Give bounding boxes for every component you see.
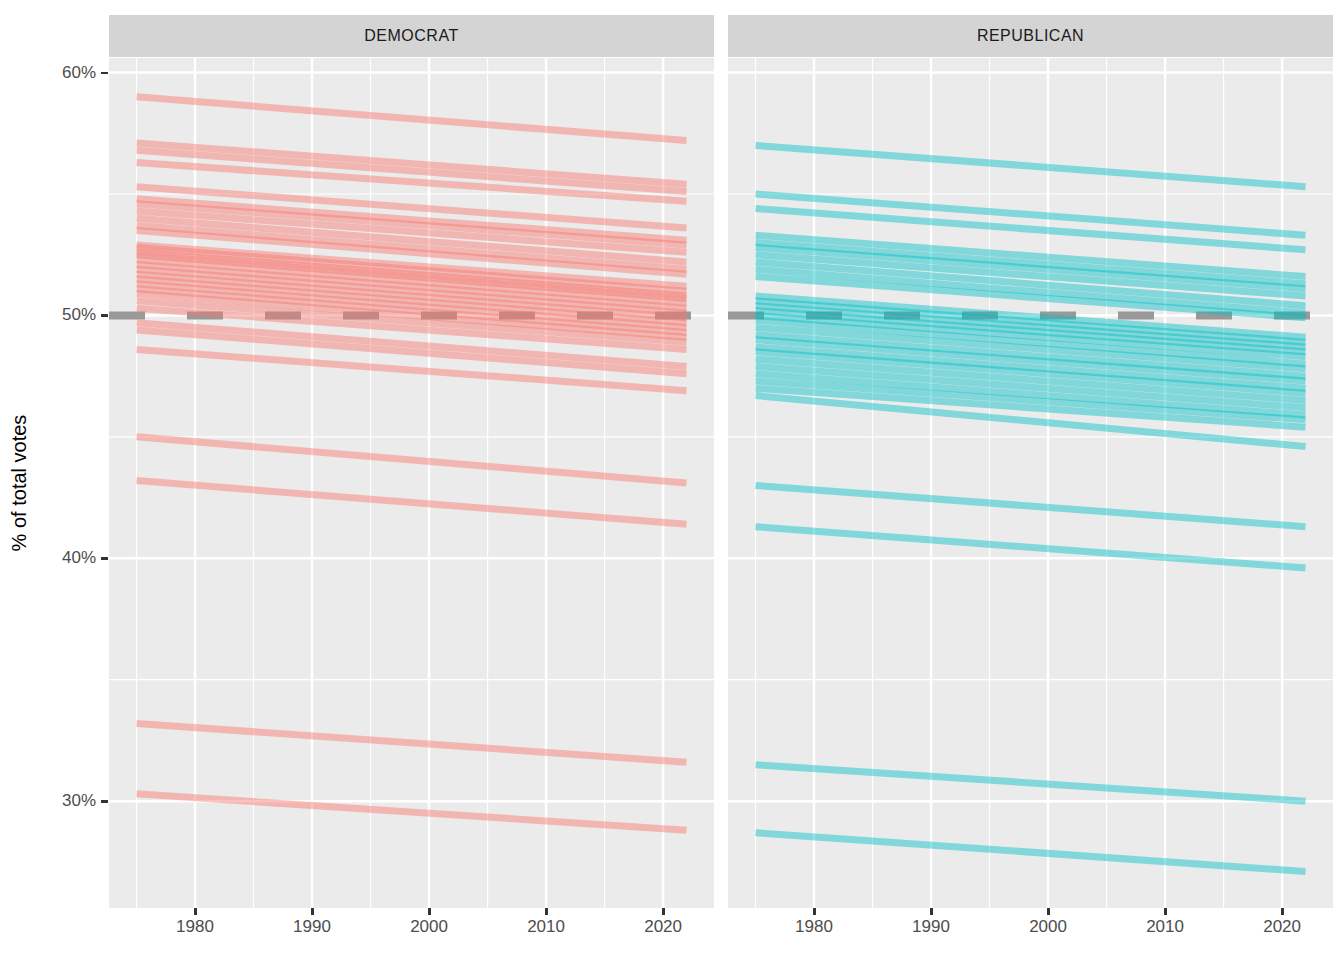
y-axis-tick [101, 314, 108, 317]
facet-strip-republican-label: REPUBLICAN [977, 27, 1084, 45]
x-axis-tick-label: 2010 [514, 917, 578, 937]
x-axis-tick [545, 908, 548, 915]
facet-strip-democrat: DEMOCRAT [109, 15, 714, 57]
panel-republican [728, 58, 1333, 908]
y-axis-tick-label: 50% [44, 305, 96, 325]
x-axis-tick-label: 1990 [280, 917, 344, 937]
x-axis-tick [311, 908, 314, 915]
x-axis-tick [930, 908, 933, 915]
panel-democrat [109, 58, 714, 908]
x-axis-tick-label: 1980 [782, 917, 846, 937]
y-axis-tick [101, 800, 108, 803]
facet-strip-republican: REPUBLICAN [728, 15, 1333, 57]
x-axis-tick [662, 908, 665, 915]
y-axis-tick-label: 30% [44, 791, 96, 811]
y-axis-tick [101, 72, 108, 75]
x-axis-tick-label: 2000 [1016, 917, 1080, 937]
x-axis-tick [813, 908, 816, 915]
x-axis-tick [1281, 908, 1284, 915]
x-axis-tick [1164, 908, 1167, 915]
x-axis-tick-label: 1980 [163, 917, 227, 937]
x-axis-tick-label: 2020 [1250, 917, 1314, 937]
facet-strip-democrat-label: DEMOCRAT [364, 27, 458, 45]
x-axis-tick-label: 2010 [1133, 917, 1197, 937]
x-axis-tick [194, 908, 197, 915]
y-axis-tick [101, 557, 108, 560]
faceted-line-chart: % of total votes DEMOCRAT REPUBLICAN 198… [0, 0, 1344, 960]
x-axis-tick-label: 2000 [397, 917, 461, 937]
x-axis-tick [1047, 908, 1050, 915]
x-axis-tick [428, 908, 431, 915]
x-axis-tick-label: 1990 [899, 917, 963, 937]
y-axis-tick-label: 40% [44, 548, 96, 568]
y-axis-title: % of total votes [8, 415, 31, 552]
y-axis-tick-label: 60% [44, 63, 96, 83]
x-axis-tick-label: 2020 [631, 917, 695, 937]
